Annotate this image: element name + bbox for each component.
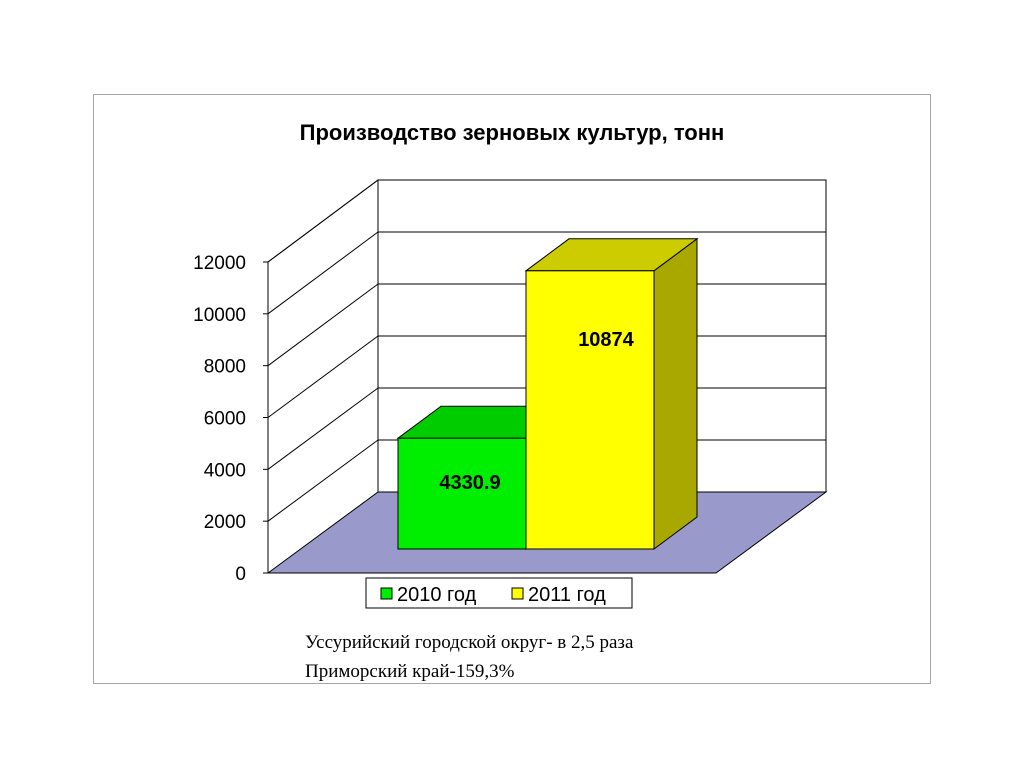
y-tick-label: 12000	[193, 253, 246, 274]
side-gridline	[267, 231, 379, 315]
y-tick-label: 0	[235, 564, 246, 585]
y-tick-label: 10000	[193, 305, 246, 326]
bar-front-2	[525, 270, 655, 550]
legend-swatch-1	[380, 587, 393, 600]
side-gridline	[267, 179, 379, 263]
note-line-1: Уссурийский городской округ- в 2,5 раза	[305, 632, 634, 653]
y-tick-label: 6000	[204, 409, 246, 430]
legend-box	[365, 577, 633, 609]
side-gridline	[267, 439, 379, 522]
chart-title: Производство зерновых культур, тонн	[299, 120, 725, 145]
side-gridline	[267, 387, 379, 470]
chart-frame	[93, 94, 931, 684]
side-gridline	[267, 283, 379, 367]
side-gridline	[267, 335, 379, 418]
note-line-2: Приморский край-159,3%	[305, 661, 515, 682]
y-tick-label: 8000	[204, 357, 246, 378]
data-label-2: 10874	[578, 329, 634, 351]
legend-swatch-2	[511, 587, 524, 600]
footnote: Уссурийский городской округ- в 2,5 раза …	[305, 628, 633, 686]
legend: 2010 год 2011 год	[365, 577, 633, 609]
data-label-1: 4330.9	[439, 472, 500, 494]
legend-label-2: 2011 год	[528, 584, 606, 606]
bar-front-1	[397, 437, 527, 550]
bar-side-2	[653, 237, 698, 550]
y-tick-label: 4000	[204, 460, 246, 481]
legend-label-1: 2010 год	[397, 584, 477, 606]
y-tick-label: 2000	[204, 512, 246, 533]
